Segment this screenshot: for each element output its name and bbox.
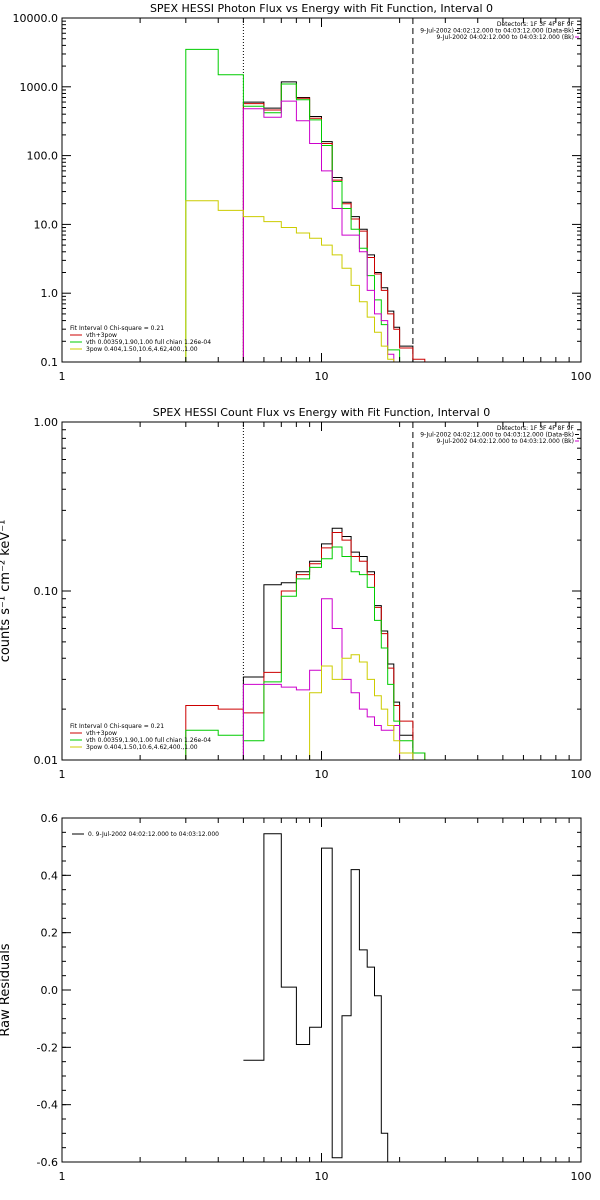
series-line-5 bbox=[309, 654, 426, 760]
series-line-4 bbox=[242, 100, 395, 362]
x-tick-label: 1 bbox=[59, 768, 66, 781]
plot-frame bbox=[61, 17, 582, 363]
header-text: 9-Jul-2002 04:02:12.000 to 04:03:12.000 … bbox=[420, 28, 574, 35]
chart-title: SPEX HESSI Photon Flux vs Energy with Fi… bbox=[150, 2, 493, 15]
legend-text: 3pow 0.404,1.50,10.6,4.62,400.,1.00 bbox=[86, 346, 198, 353]
legend-text: 3pow 0.404,1.50,10.6,4.62,400.,1.00 bbox=[86, 744, 198, 751]
y-tick-label: 0.1 bbox=[41, 356, 59, 369]
chart-panel-1: SPEX HESSI Photon Flux vs Energy with Fi… bbox=[13, 2, 592, 383]
series-line-3 bbox=[185, 48, 401, 362]
series-line-2 bbox=[242, 83, 426, 362]
series-line-4 bbox=[242, 598, 401, 760]
y-axis-label: Raw Residuals bbox=[0, 943, 13, 1036]
x-tick-label: 10 bbox=[315, 1170, 329, 1183]
header-text: 9-Jul-2002 04:02:12.000 to 04:03:12.000 … bbox=[436, 438, 574, 445]
x-tick-label: 1 bbox=[59, 1170, 66, 1183]
legend-text: Fit Interval 0 Chi-square = 0.21 bbox=[70, 723, 164, 730]
x-tick-label: 100 bbox=[571, 768, 592, 781]
series-group bbox=[185, 48, 426, 362]
legend-text: Fit Interval 0 Chi-square = 0.21 bbox=[70, 325, 164, 332]
header-text: Detectors: 1F 3F 4F 8F 9F bbox=[497, 21, 575, 28]
series-line-1 bbox=[243, 833, 389, 1162]
y-tick-label: 0.10 bbox=[34, 585, 59, 598]
legend-text: vth+3pow bbox=[86, 332, 117, 339]
y-tick-label: -0.6 bbox=[37, 1156, 58, 1169]
x-tick-label: 10 bbox=[315, 768, 329, 781]
x-tick-label: 100 bbox=[571, 1170, 592, 1183]
x-tick-label: 100 bbox=[571, 370, 592, 383]
x-tick-label: 10 bbox=[315, 370, 329, 383]
plot-frame bbox=[61, 421, 582, 761]
y-tick-label: 0.2 bbox=[41, 927, 59, 940]
y-tick-label: 10000.0 bbox=[13, 12, 59, 25]
chart-panel-2: SPEX HESSI Count Flux vs Energy with Fit… bbox=[0, 406, 592, 781]
y-tick-label: 0.0 bbox=[41, 984, 59, 997]
chart-panel-3: Raw Residuals 1 10 100 -0.6 -0.4 -0.2 0.0 0.2 0.4… bbox=[0, 812, 592, 1183]
legend-text: vth+3pow bbox=[86, 730, 117, 737]
y-axis-label: counts s⁻¹ cm⁻² keV⁻¹ bbox=[0, 520, 13, 663]
series-line-5 bbox=[185, 200, 401, 362]
y-tick-label: -0.2 bbox=[37, 1041, 58, 1054]
header-text: 9-Jul-2002 04:02:12.000 to 04:03:12.000 … bbox=[420, 432, 574, 439]
y-tick-label: 0.4 bbox=[41, 869, 59, 882]
y-tick-label: 0.6 bbox=[41, 812, 59, 825]
legend-text: vth 0.00359,1.90,1.00 full chian 1.26e-0… bbox=[86, 737, 211, 744]
y-tick-label: 100.0 bbox=[27, 150, 59, 163]
x-tick-label: 1 bbox=[59, 370, 66, 383]
series-line-2 bbox=[185, 532, 426, 760]
chart-title: SPEX HESSI Count Flux vs Energy with Fit… bbox=[153, 406, 490, 419]
legend-text: vth 0.00359,1.90,1.00 full chian 1.26e-0… bbox=[86, 339, 211, 346]
y-tick-label: 10.0 bbox=[34, 218, 59, 231]
legend-text: 0. 9-Jul-2002 04:02:12.000 to 04:03:12.0… bbox=[88, 831, 219, 838]
header-text: 9-Jul-2002 04:02:12.000 to 04:03:12.000 … bbox=[436, 34, 574, 41]
y-tick-label: 0.01 bbox=[34, 754, 59, 767]
y-tick-label: 1000.0 bbox=[20, 81, 59, 94]
series-line-3 bbox=[185, 546, 426, 760]
series-group bbox=[243, 833, 389, 1162]
header-text: Detectors: 1F 3F 4F 8F 9F bbox=[497, 425, 575, 432]
y-tick-label: 1.00 bbox=[34, 416, 59, 429]
y-tick-label: -0.4 bbox=[37, 1099, 58, 1112]
y-tick-label: 1.0 bbox=[41, 287, 59, 300]
series-group bbox=[185, 527, 426, 760]
